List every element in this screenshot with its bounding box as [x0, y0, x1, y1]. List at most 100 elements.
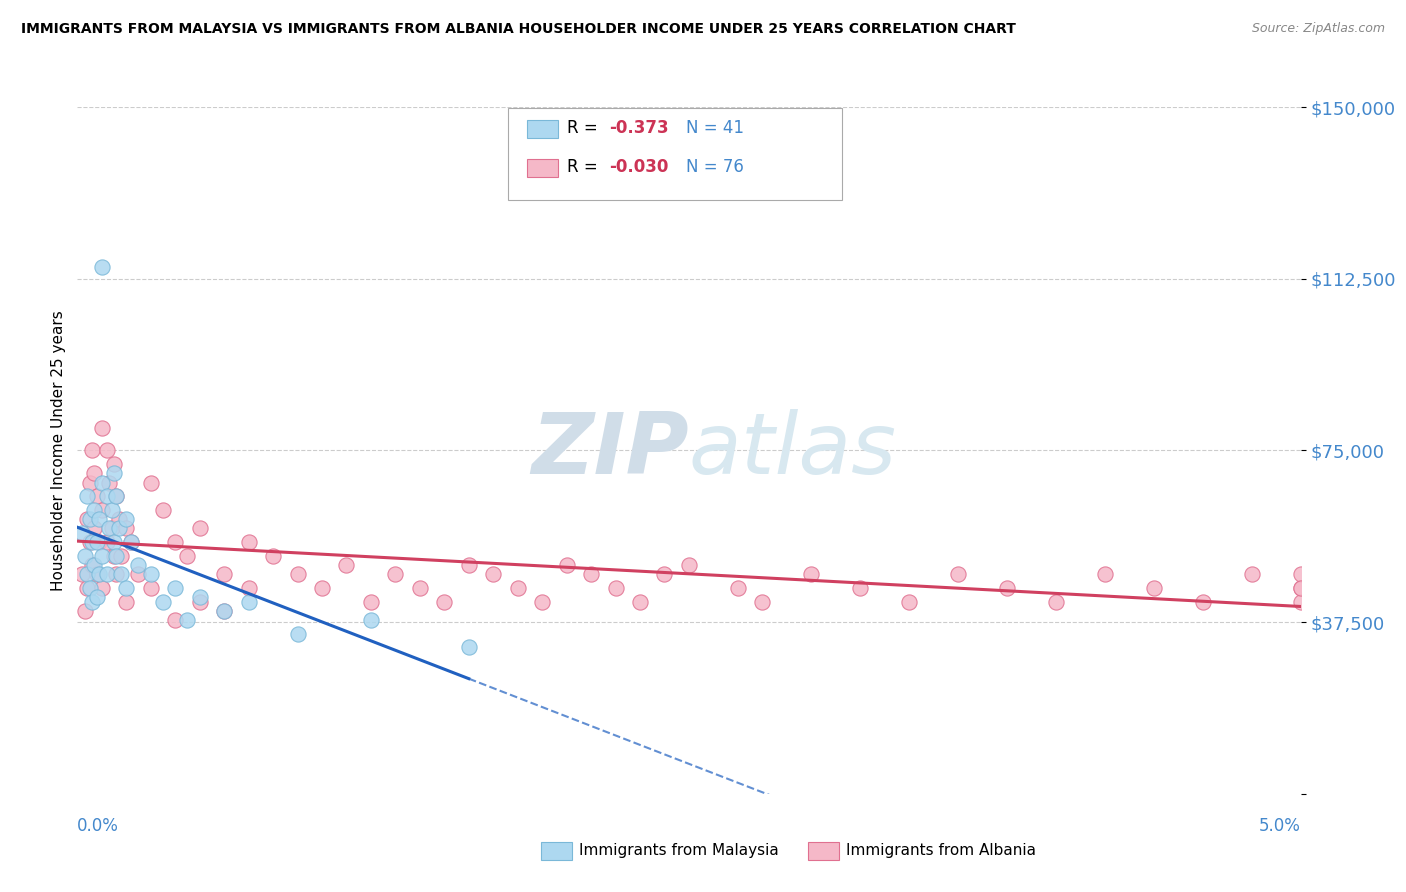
Point	[212, 604, 235, 618]
Point	[115, 512, 138, 526]
Point	[83, 521, 105, 535]
Point	[79, 535, 101, 549]
Text: Immigrants from Malaysia: Immigrants from Malaysia	[579, 843, 779, 857]
Point	[86, 489, 108, 503]
Point	[409, 581, 432, 595]
Point	[482, 567, 505, 582]
Point	[108, 521, 131, 535]
Point	[457, 558, 479, 572]
Point	[262, 549, 284, 563]
Point	[80, 594, 103, 608]
Point	[96, 489, 118, 503]
Point	[898, 594, 921, 608]
Point	[1143, 581, 1166, 595]
Text: -0.373: -0.373	[609, 120, 668, 137]
Point	[531, 594, 554, 608]
Text: N = 41: N = 41	[686, 120, 744, 137]
Point	[90, 260, 112, 275]
Point	[120, 535, 142, 549]
Point	[433, 594, 456, 608]
Point	[188, 594, 211, 608]
Point	[110, 549, 132, 563]
Point	[1191, 594, 1213, 608]
Point	[105, 489, 128, 503]
Point	[108, 512, 131, 526]
Point	[90, 581, 112, 595]
Point	[100, 503, 122, 517]
Point	[188, 590, 211, 604]
Point	[103, 467, 125, 481]
Point	[115, 594, 138, 608]
Point	[76, 489, 98, 503]
Point	[238, 581, 260, 595]
Point	[1094, 567, 1116, 582]
Point	[1289, 567, 1312, 582]
Point	[212, 567, 235, 582]
Point	[654, 567, 676, 582]
Text: -0.030: -0.030	[609, 158, 668, 176]
Point	[79, 581, 101, 595]
Point	[176, 549, 198, 563]
Point	[76, 567, 98, 582]
Point	[96, 443, 118, 458]
Point	[152, 594, 174, 608]
Point	[115, 581, 138, 595]
Point	[212, 604, 235, 618]
Point	[90, 503, 112, 517]
Text: atlas: atlas	[689, 409, 897, 492]
Text: Source: ZipAtlas.com: Source: ZipAtlas.com	[1251, 22, 1385, 36]
Point	[120, 535, 142, 549]
Point	[98, 521, 121, 535]
Point	[105, 567, 128, 582]
Point	[86, 567, 108, 582]
Point	[86, 535, 108, 549]
Point	[238, 594, 260, 608]
Point	[287, 567, 309, 582]
Point	[1289, 581, 1312, 595]
Point	[83, 558, 105, 572]
Point	[751, 594, 773, 608]
Point	[73, 549, 96, 563]
Point	[105, 549, 128, 563]
Y-axis label: Householder Income Under 25 years: Householder Income Under 25 years	[51, 310, 66, 591]
Point	[1289, 594, 1312, 608]
Point	[127, 567, 149, 582]
Point	[139, 581, 162, 595]
Text: IMMIGRANTS FROM MALAYSIA VS IMMIGRANTS FROM ALBANIA HOUSEHOLDER INCOME UNDER 25 : IMMIGRANTS FROM MALAYSIA VS IMMIGRANTS F…	[21, 22, 1017, 37]
Point	[115, 521, 138, 535]
Point	[86, 590, 108, 604]
Point	[165, 581, 187, 595]
Point	[76, 512, 98, 526]
Point	[89, 567, 111, 582]
Point	[946, 567, 969, 582]
Point	[90, 549, 112, 563]
Point	[188, 521, 211, 535]
Point	[384, 567, 406, 582]
Point	[995, 581, 1018, 595]
Point	[1045, 594, 1067, 608]
Point	[800, 567, 823, 582]
Text: 5.0%: 5.0%	[1258, 817, 1301, 835]
Point	[555, 558, 578, 572]
Point	[727, 581, 749, 595]
Point	[849, 581, 872, 595]
Point	[80, 443, 103, 458]
Point	[83, 467, 105, 481]
Text: 0.0%: 0.0%	[77, 817, 120, 835]
Text: R =: R =	[567, 120, 603, 137]
Point	[457, 640, 479, 655]
Point	[100, 521, 122, 535]
Point	[360, 594, 382, 608]
Point	[152, 503, 174, 517]
Text: R =: R =	[567, 158, 603, 176]
Point	[127, 558, 149, 572]
Point	[105, 489, 128, 503]
Point	[90, 420, 112, 434]
Point	[678, 558, 700, 572]
Point	[110, 567, 132, 582]
Text: ZIP: ZIP	[531, 409, 689, 492]
Point	[96, 567, 118, 582]
Point	[506, 581, 529, 595]
Text: Immigrants from Albania: Immigrants from Albania	[846, 843, 1036, 857]
Point	[139, 475, 162, 490]
